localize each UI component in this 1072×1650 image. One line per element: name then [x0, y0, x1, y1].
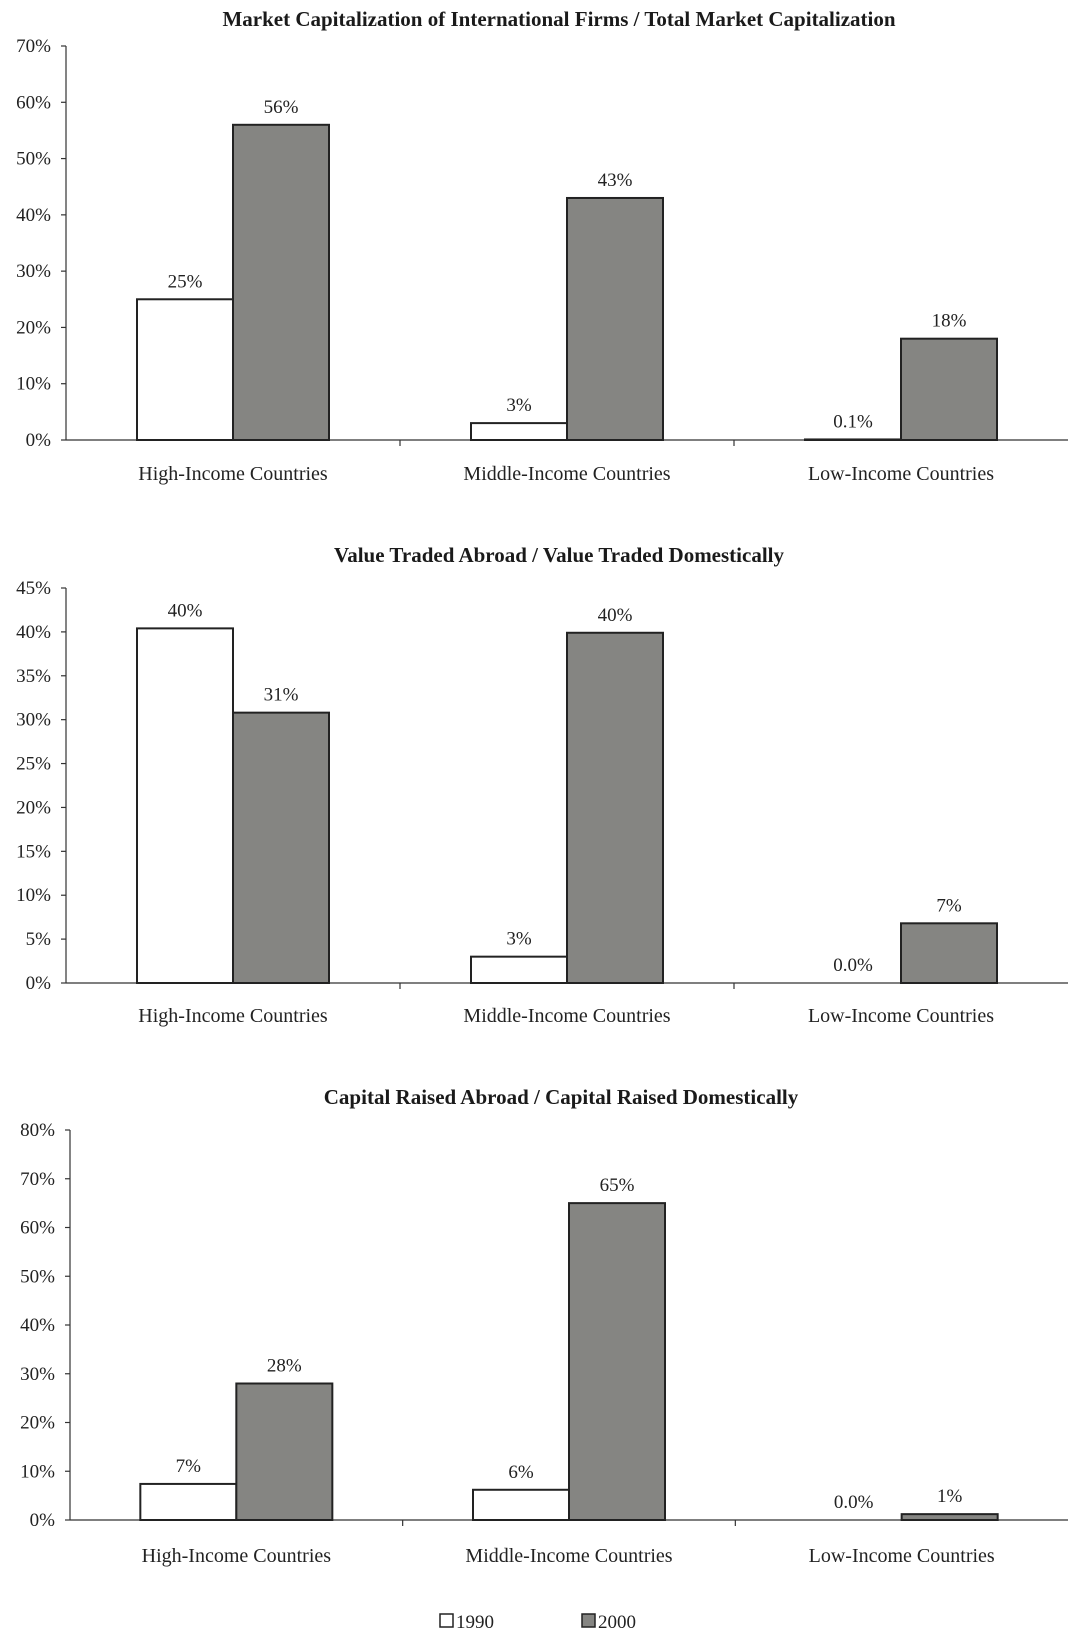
- bar-2000-low: [900, 337, 998, 441]
- category-label: Low-Income Countries: [809, 1545, 995, 1567]
- y-tick-label: 10%: [20, 1461, 55, 1482]
- legend-label-2000: 2000: [598, 1612, 636, 1633]
- category-label: Low-Income Countries: [808, 1005, 994, 1027]
- data-label: 65%: [600, 1175, 635, 1196]
- chart-panel-market-cap: Market Capitalization of International F…: [16, 7, 1068, 485]
- legend-swatch-1990: [439, 1613, 454, 1628]
- y-tick-label: 25%: [16, 754, 51, 775]
- y-tick-label: 60%: [20, 1218, 55, 1239]
- category-label: Middle-Income Countries: [463, 463, 670, 485]
- bar-1990-high: [136, 627, 234, 985]
- y-tick-label: 0%: [26, 973, 52, 994]
- y-tick-label: 20%: [16, 317, 51, 338]
- bar-1990-middle: [470, 955, 568, 985]
- y-tick-label: 40%: [16, 205, 51, 226]
- data-label: 40%: [168, 600, 203, 621]
- bar-1990-high: [139, 1482, 238, 1522]
- data-label: 0.0%: [834, 1492, 874, 1513]
- chart-title: Capital Raised Abroad / Capital Raised D…: [324, 1085, 799, 1109]
- bar-2000-middle: [566, 196, 664, 441]
- category-label: Low-Income Countries: [808, 463, 994, 485]
- legend: 1990 2000: [439, 1612, 636, 1633]
- legend-label-1990: 1990: [456, 1612, 494, 1633]
- data-label: 28%: [267, 1356, 302, 1377]
- y-tick-label: 50%: [16, 149, 51, 170]
- bar-1990-low: [804, 438, 902, 441]
- y-tick-label: 35%: [16, 666, 51, 687]
- y-tick-label: 70%: [20, 1169, 55, 1190]
- category-label: High-Income Countries: [138, 1005, 328, 1027]
- y-tick-label: 50%: [20, 1266, 55, 1287]
- bar-1990-middle: [470, 422, 568, 442]
- data-label: 31%: [264, 685, 299, 706]
- data-label: 3%: [506, 395, 532, 416]
- bar-2000-middle: [568, 1202, 666, 1521]
- y-tick-label: 40%: [16, 622, 51, 643]
- y-tick-label: 20%: [16, 797, 51, 818]
- bar-2000-middle: [566, 631, 664, 984]
- data-label: 6%: [508, 1462, 534, 1483]
- y-tick-label: 15%: [16, 841, 51, 862]
- y-tick-label: 45%: [16, 578, 51, 599]
- y-tick-label: 40%: [20, 1315, 55, 1336]
- data-label: 0.0%: [833, 955, 873, 976]
- bar-2000-low: [900, 922, 998, 984]
- category-label: Middle-Income Countries: [463, 1005, 670, 1027]
- y-tick-label: 10%: [16, 374, 51, 395]
- category-label: High-Income Countries: [138, 463, 328, 485]
- y-tick-label: 70%: [16, 36, 51, 57]
- data-label: 43%: [598, 170, 633, 191]
- data-label: 56%: [264, 97, 299, 118]
- data-label: 18%: [932, 311, 967, 332]
- bar-2000-high: [235, 1382, 334, 1521]
- data-label: 1%: [937, 1486, 963, 1507]
- bar-1990-high: [136, 298, 234, 441]
- y-tick-label: 0%: [26, 430, 52, 451]
- data-label: 40%: [598, 605, 633, 626]
- y-tick-label: 30%: [20, 1364, 55, 1385]
- bar-2000-low: [900, 1513, 999, 1522]
- y-tick-label: 20%: [20, 1413, 55, 1434]
- chart-title: Market Capitalization of International F…: [222, 7, 895, 31]
- y-tick-label: 5%: [26, 929, 52, 950]
- bar-1990-middle: [472, 1488, 570, 1522]
- data-label: 7%: [936, 895, 962, 916]
- y-tick-label: 0%: [30, 1510, 56, 1531]
- bar-2000-high: [232, 711, 330, 985]
- data-label: 0.1%: [833, 411, 873, 432]
- data-label: 25%: [168, 271, 203, 292]
- data-label: 3%: [506, 929, 532, 950]
- y-tick-label: 30%: [16, 710, 51, 731]
- bar-2000-high: [232, 123, 330, 442]
- y-tick-label: 80%: [20, 1120, 55, 1141]
- category-label: High-Income Countries: [142, 1545, 332, 1567]
- chart-title: Value Traded Abroad / Value Traded Domes…: [334, 543, 785, 567]
- data-label: 7%: [176, 1456, 202, 1477]
- y-tick-label: 60%: [16, 92, 51, 113]
- chart-panel-value-traded: Value Traded Abroad / Value Traded Domes…: [16, 543, 1068, 1027]
- y-tick-label: 30%: [16, 261, 51, 282]
- category-label: Middle-Income Countries: [465, 1545, 672, 1567]
- chart-panel-capital-raised: Capital Raised Abroad / Capital Raised D…: [20, 1085, 1068, 1567]
- legend-swatch-2000: [581, 1613, 596, 1628]
- y-tick-label: 10%: [16, 885, 51, 906]
